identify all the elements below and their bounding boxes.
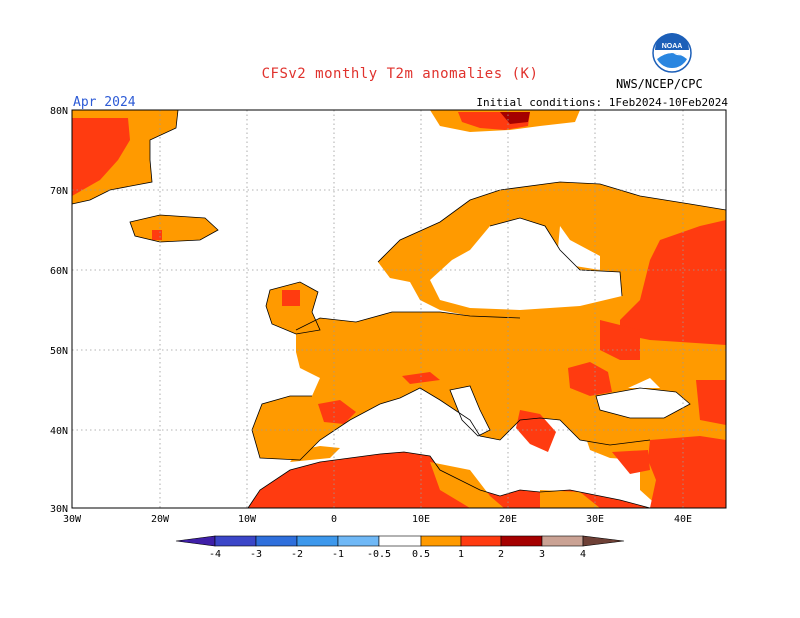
colorbar-segment [378, 535, 422, 547]
anomaly-shading [72, 110, 726, 508]
colorbar-label: -2 [291, 549, 303, 560]
lon-label: 30E [586, 514, 604, 525]
colorbar-segment [420, 535, 462, 547]
noaa-logo-text: NOAA [662, 43, 683, 50]
lon-label: 20E [499, 514, 517, 525]
lon-label: 40E [674, 514, 692, 525]
valid-month-label: Apr 2024 [73, 95, 136, 110]
lat-label: 30N [50, 504, 68, 515]
colorbar-label: -1 [332, 549, 344, 560]
lon-label: 0 [331, 514, 337, 525]
colorbar-label: 1 [458, 549, 464, 560]
lat-label: 80N [50, 106, 68, 117]
colorbar-label: 2 [498, 549, 504, 560]
map-title: CFSv2 monthly T2m anomalies (K) [261, 66, 539, 82]
colorbar-segment [337, 535, 380, 547]
colorbar-label: -4 [209, 549, 221, 560]
lat-label: 60N [50, 266, 68, 277]
colorbar-segment [214, 535, 257, 547]
lon-label: 30W [63, 514, 82, 525]
lon-label: 20W [151, 514, 170, 525]
map-frame [71, 109, 727, 509]
colorbar-label: 0.5 [412, 549, 430, 560]
colorbar-segment [500, 535, 543, 547]
colorbar-segment [255, 535, 298, 547]
coastlines [71, 109, 727, 509]
lat-label: 40N [50, 426, 68, 437]
lat-label: 70N [50, 186, 68, 197]
colorbar-label: -0.5 [367, 549, 391, 560]
lat-label: 50N [50, 346, 68, 357]
latitude-labels: 80N 70N 60N 50N 40N 30N [50, 106, 68, 515]
agency-label: NWS/NCEP/CPC [616, 77, 703, 91]
colorbar-label: -3 [250, 549, 262, 560]
colorbar-segment [541, 535, 584, 547]
colorbar-label: 4 [580, 549, 586, 560]
longitude-labels: 30W 20W 10W 0 10E 20E 30E 40E [63, 514, 692, 525]
initial-conditions-label: Initial conditions: 1Feb2024-10Feb2024 [476, 96, 728, 109]
colorbar-low-arrow [175, 535, 216, 547]
lon-label: 10W [238, 514, 257, 525]
noaa-logo-icon: NOAA [652, 33, 692, 73]
colorbar-high-arrow [582, 535, 625, 547]
colorbar-label: 3 [539, 549, 545, 560]
graticule [72, 110, 726, 508]
lon-label: 10E [412, 514, 430, 525]
colorbar-segment [296, 535, 339, 547]
colorbar-segment [460, 535, 502, 547]
colorbar: -4 -3 -2 -1 -0.5 0.5 1 2 3 4 [175, 535, 625, 560]
